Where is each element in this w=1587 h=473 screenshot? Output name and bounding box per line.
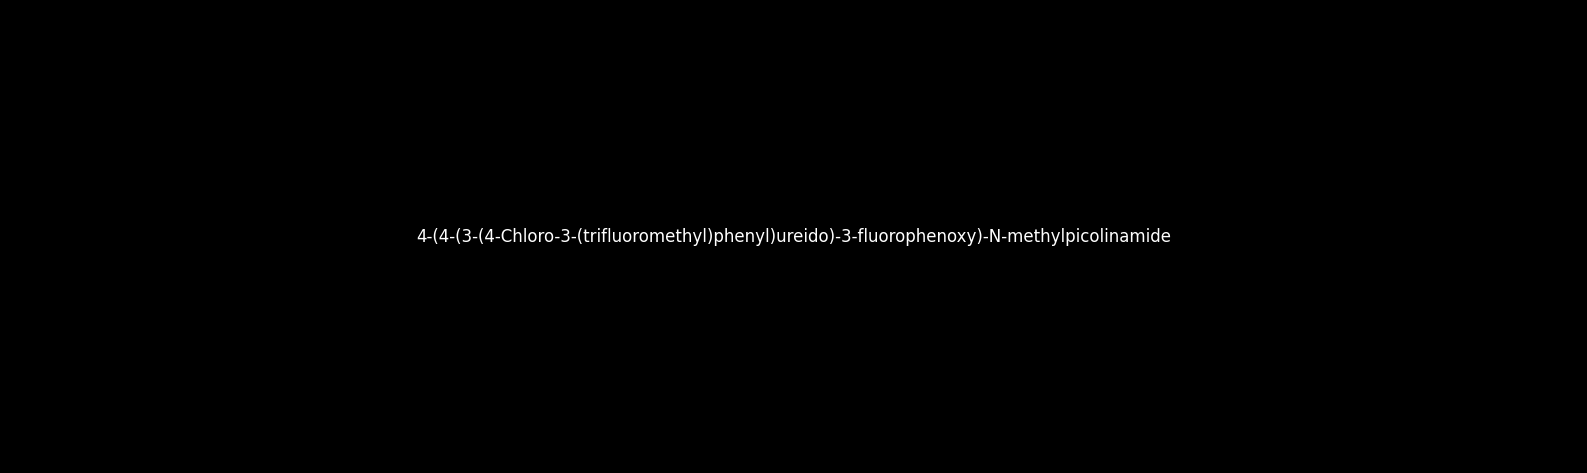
Text: 4-(4-(3-(4-Chloro-3-(trifluoromethyl)phenyl)ureido)-3-fluorophenoxy)-N-methylpic: 4-(4-(3-(4-Chloro-3-(trifluoromethyl)phe… bbox=[416, 228, 1171, 245]
